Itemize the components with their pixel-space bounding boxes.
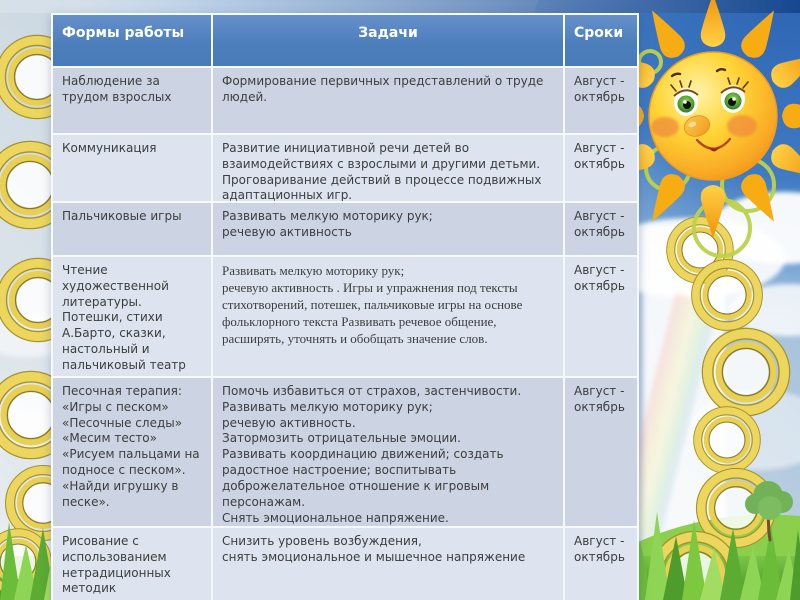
cell-term-5: Август - октябрь: [565, 378, 637, 526]
top-band: [0, 0, 800, 13]
cell-term-6: Август - октябрь: [565, 528, 637, 600]
rainbow: [616, 293, 719, 542]
cell-term-1: Август - октябрь: [565, 68, 637, 133]
cell-task-5: Помочь избавиться от страхов, застенчиво…: [213, 378, 563, 526]
cell-task-1: Формирование первичных представлений о т…: [213, 68, 563, 133]
cell-task-4: Развивать мелкую моторику рук; речевую а…: [213, 257, 563, 376]
cell-task-2: Развитие инициативной речи детей во взаи…: [213, 135, 563, 201]
cheek-left: [651, 117, 679, 137]
mouth: [695, 137, 732, 152]
work-plan-table: Формы работы Задачи Сроки Наблюдение за …: [51, 13, 639, 600]
cell-term-3: Август - октябрь: [565, 203, 637, 255]
cell-term-2: Август - октябрь: [565, 135, 637, 201]
eye-left: [670, 80, 699, 116]
eye-right: [720, 77, 749, 113]
column-header-terms: Сроки: [565, 15, 637, 66]
tree: [745, 481, 793, 542]
cell-term-4: Август - октябрь: [565, 257, 637, 376]
cell-form-6: Рисование с использованием нетрадиционны…: [53, 528, 211, 600]
sun-illustration: [591, 0, 800, 238]
column-header-forms: Формы работы: [53, 15, 211, 66]
cell-task-6: Снизить уровень возбуждения, снять эмоци…: [213, 528, 563, 600]
nose: [683, 115, 711, 137]
cell-form-1: Наблюдение за трудом взрослых: [53, 68, 211, 133]
cell-form-4: Чтение художественной литературы. Потешк…: [53, 257, 211, 376]
cell-form-3: Пальчиковые игры: [53, 203, 211, 255]
column-header-tasks: Задачи: [213, 15, 563, 66]
cell-task-3: Развивать мелкую моторику рук; речевую а…: [213, 203, 563, 255]
cell-form-2: Коммуникация: [53, 135, 211, 201]
eyebrows: [670, 68, 727, 78]
sun-face: [648, 51, 778, 181]
cell-form-5: Песочная терапия: «Игры с песком» «Песоч…: [53, 378, 211, 526]
cheek-right: [727, 115, 757, 137]
